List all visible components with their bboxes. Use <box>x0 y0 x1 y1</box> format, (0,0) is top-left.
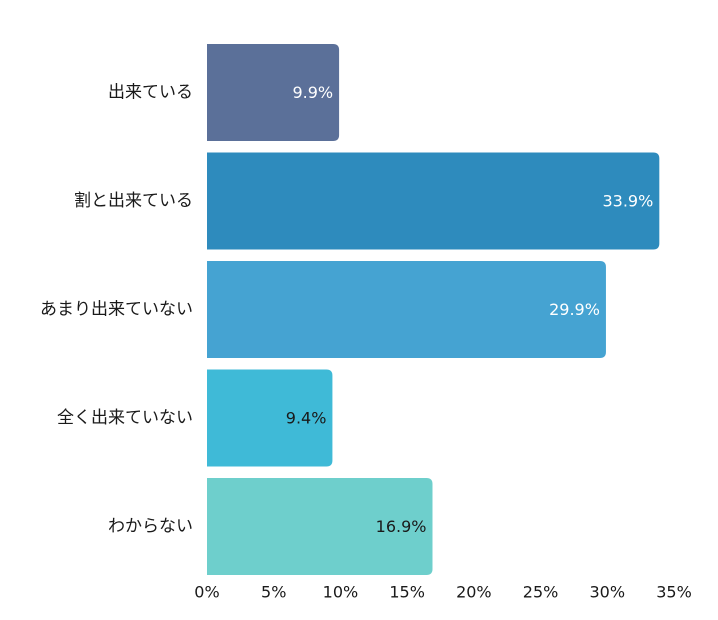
x-tick-label: 5% <box>261 583 286 602</box>
bar <box>207 152 660 250</box>
category-label: わからない <box>108 517 193 537</box>
x-tick-label: 10% <box>323 583 359 602</box>
data-label: 9.9% <box>292 83 333 102</box>
bars-group <box>207 44 660 575</box>
bar <box>207 261 606 358</box>
bar <box>207 369 333 467</box>
category-label: 全く出来ていない <box>57 408 193 428</box>
x-tick-label: 30% <box>590 583 626 602</box>
data-labels-group: 9.9% 33.9% 29.9% 9.4% 16.9% <box>286 83 654 536</box>
category-label: あまり出来ていない <box>40 300 193 320</box>
category-label: 出来ている <box>108 83 193 103</box>
x-tick-label: 25% <box>523 583 559 602</box>
category-label: 割と出来ている <box>74 191 193 211</box>
bar <box>207 44 340 141</box>
data-label: 29.9% <box>549 300 600 319</box>
x-axis-ticks-group: 0% 5% 10% 15% 20% 25% 30% 35% <box>194 583 691 602</box>
x-tick-label: 20% <box>456 583 492 602</box>
data-label: 33.9% <box>602 192 653 211</box>
x-tick-label: 15% <box>389 583 425 602</box>
x-tick-label: 35% <box>656 583 692 602</box>
data-label: 9.4% <box>286 409 327 428</box>
bar <box>207 478 433 575</box>
data-label: 16.9% <box>376 517 427 536</box>
x-tick-label: 0% <box>194 583 219 602</box>
